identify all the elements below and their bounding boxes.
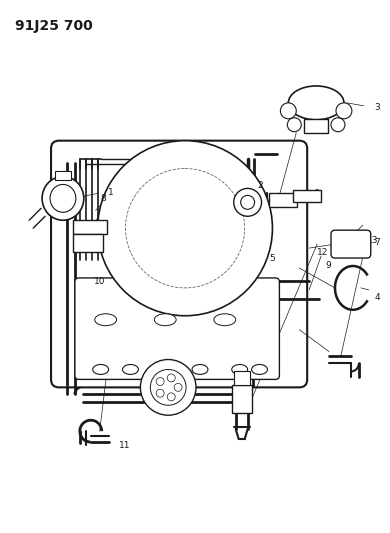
Bar bbox=[73, 234, 103, 252]
Ellipse shape bbox=[152, 365, 168, 375]
Ellipse shape bbox=[192, 365, 208, 375]
Circle shape bbox=[234, 188, 262, 216]
Ellipse shape bbox=[95, 314, 117, 326]
Circle shape bbox=[126, 168, 245, 288]
Circle shape bbox=[174, 383, 182, 391]
Ellipse shape bbox=[50, 184, 76, 212]
Text: 2: 2 bbox=[257, 181, 263, 190]
Text: 5: 5 bbox=[269, 254, 275, 263]
Text: 7: 7 bbox=[375, 238, 381, 247]
Bar bbox=[73, 220, 106, 234]
Circle shape bbox=[241, 196, 255, 209]
Circle shape bbox=[156, 377, 164, 385]
Circle shape bbox=[140, 360, 196, 415]
Text: 10: 10 bbox=[94, 277, 105, 286]
Bar bbox=[234, 372, 250, 385]
Bar bbox=[304, 119, 328, 133]
Circle shape bbox=[167, 374, 175, 382]
Text: 6: 6 bbox=[313, 189, 319, 198]
Circle shape bbox=[167, 393, 175, 401]
Text: 13: 13 bbox=[367, 236, 378, 245]
Ellipse shape bbox=[122, 365, 138, 375]
Bar bbox=[232, 385, 252, 413]
Circle shape bbox=[98, 141, 273, 316]
FancyBboxPatch shape bbox=[75, 278, 279, 379]
Text: 12: 12 bbox=[317, 247, 328, 256]
Ellipse shape bbox=[42, 176, 84, 220]
Bar bbox=[293, 190, 321, 203]
Text: 8: 8 bbox=[101, 194, 106, 203]
Bar bbox=[269, 193, 297, 207]
Text: 9: 9 bbox=[325, 261, 331, 270]
Circle shape bbox=[287, 118, 301, 132]
Ellipse shape bbox=[252, 365, 268, 375]
Circle shape bbox=[150, 369, 186, 405]
FancyBboxPatch shape bbox=[51, 141, 307, 387]
Text: 1: 1 bbox=[108, 188, 113, 197]
Ellipse shape bbox=[214, 314, 236, 326]
Circle shape bbox=[156, 389, 164, 397]
Ellipse shape bbox=[154, 314, 176, 326]
Ellipse shape bbox=[288, 86, 344, 120]
Ellipse shape bbox=[232, 365, 248, 375]
Circle shape bbox=[336, 103, 352, 119]
Ellipse shape bbox=[93, 365, 109, 375]
Text: 4: 4 bbox=[375, 293, 380, 302]
Bar bbox=[55, 171, 71, 181]
Circle shape bbox=[280, 103, 296, 119]
Text: 11: 11 bbox=[119, 441, 130, 449]
Text: 91J25 700: 91J25 700 bbox=[15, 19, 93, 33]
Circle shape bbox=[331, 118, 345, 132]
FancyBboxPatch shape bbox=[331, 230, 371, 258]
Text: 3: 3 bbox=[375, 103, 381, 112]
